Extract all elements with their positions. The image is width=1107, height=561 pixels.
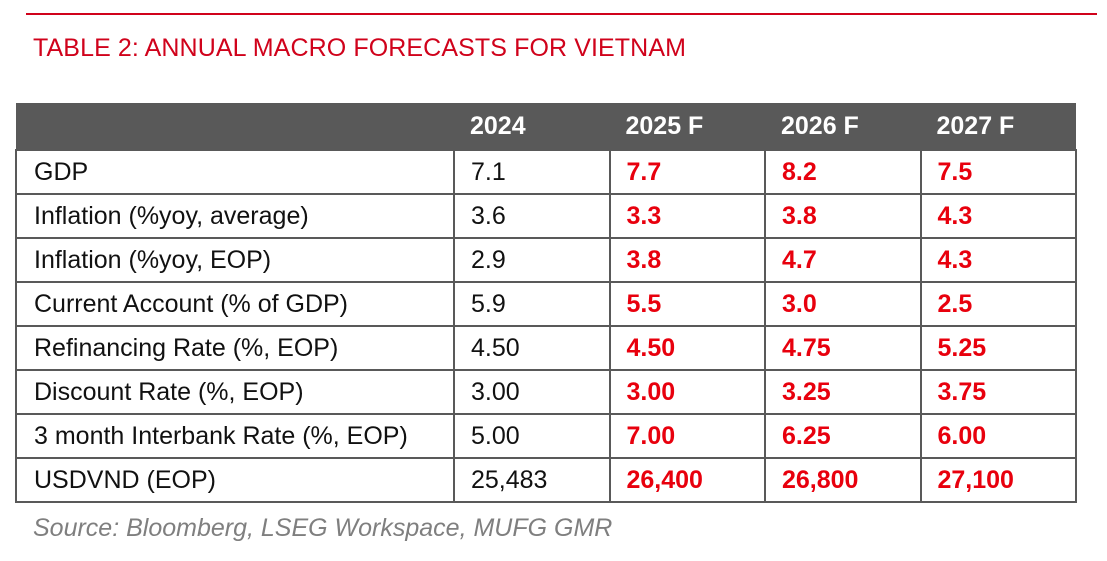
value-cell-2024: 7.1 (453, 149, 611, 195)
row-label: Refinancing Rate (%, EOP) (15, 325, 455, 371)
forecast-cell-2027: 2.5 (919, 281, 1077, 327)
value-cell-2024: 5.00 (453, 413, 611, 459)
forecast-cell-2026: 4.7 (764, 237, 922, 283)
forecast-cell-2026: 3.8 (764, 193, 922, 239)
forecast-cell-2027: 6.00 (919, 413, 1077, 459)
table-title: TABLE 2: ANNUAL MACRO FORECASTS FOR VIET… (33, 34, 687, 62)
row-label: 3 month Interbank Rate (%, EOP) (15, 413, 455, 459)
forecast-cell-2025: 5.5 (608, 281, 766, 327)
forecast-cell-2025: 3.3 (608, 193, 766, 239)
forecast-cell-2027: 4.3 (919, 193, 1077, 239)
header-cell-2025f: 2025 F (609, 103, 765, 150)
table-row: Discount Rate (%, EOP) 3.00 3.00 3.25 3.… (15, 369, 1077, 415)
value-cell-2024: 3.6 (453, 193, 611, 239)
forecast-cell-2026: 3.0 (764, 281, 922, 327)
forecast-cell-2027: 4.3 (919, 237, 1077, 283)
value-cell-2024: 25,483 (453, 457, 611, 503)
header-cell-2027f: 2027 F (920, 103, 1076, 150)
row-label: Inflation (%yoy, EOP) (15, 237, 455, 283)
forecast-cell-2025: 4.50 (608, 325, 766, 371)
forecast-cell-2027: 3.75 (919, 369, 1077, 415)
table-row: Current Account (% of GDP) 5.9 5.5 3.0 2… (15, 281, 1077, 327)
forecast-cell-2025: 3.8 (608, 237, 766, 283)
forecast-cell-2026: 4.75 (764, 325, 922, 371)
value-cell-2024: 2.9 (453, 237, 611, 283)
table-row: Refinancing Rate (%, EOP) 4.50 4.50 4.75… (15, 325, 1077, 371)
forecast-cell-2027: 27,100 (919, 457, 1077, 503)
row-label: Current Account (% of GDP) (15, 281, 455, 327)
row-label: Inflation (%yoy, average) (15, 193, 455, 239)
forecast-cell-2026: 3.25 (764, 369, 922, 415)
source-note: Source: Bloomberg, LSEG Workspace, MUFG … (33, 514, 613, 542)
forecast-cell-2025: 7.7 (608, 149, 766, 195)
macro-forecast-table: 2024 2025 F 2026 F 2027 F GDP 7.1 7.7 8.… (15, 103, 1077, 503)
header-cell-label (16, 103, 454, 150)
top-divider (26, 13, 1097, 15)
row-label: Discount Rate (%, EOP) (15, 369, 455, 415)
table-row: GDP 7.1 7.7 8.2 7.5 (15, 149, 1077, 195)
forecast-cell-2027: 7.5 (919, 149, 1077, 195)
forecast-cell-2026: 6.25 (764, 413, 922, 459)
value-cell-2024: 5.9 (453, 281, 611, 327)
table-row: Inflation (%yoy, average) 3.6 3.3 3.8 4.… (15, 193, 1077, 239)
forecast-cell-2026: 26,800 (764, 457, 922, 503)
table-row: Inflation (%yoy, EOP) 2.9 3.8 4.7 4.3 (15, 237, 1077, 283)
value-cell-2024: 4.50 (453, 325, 611, 371)
value-cell-2024: 3.00 (453, 369, 611, 415)
table-row: 3 month Interbank Rate (%, EOP) 5.00 7.0… (15, 413, 1077, 459)
table-row: USDVND (EOP) 25,483 26,400 26,800 27,100 (15, 457, 1077, 503)
forecast-cell-2025: 3.00 (608, 369, 766, 415)
row-label: GDP (15, 149, 455, 195)
forecast-cell-2026: 8.2 (764, 149, 922, 195)
row-label: USDVND (EOP) (15, 457, 455, 503)
table-header-row: 2024 2025 F 2026 F 2027 F (16, 103, 1076, 150)
forecast-cell-2025: 26,400 (608, 457, 766, 503)
header-cell-2024: 2024 (454, 103, 610, 150)
header-cell-2026f: 2026 F (765, 103, 921, 150)
forecast-cell-2027: 5.25 (919, 325, 1077, 371)
forecast-cell-2025: 7.00 (608, 413, 766, 459)
